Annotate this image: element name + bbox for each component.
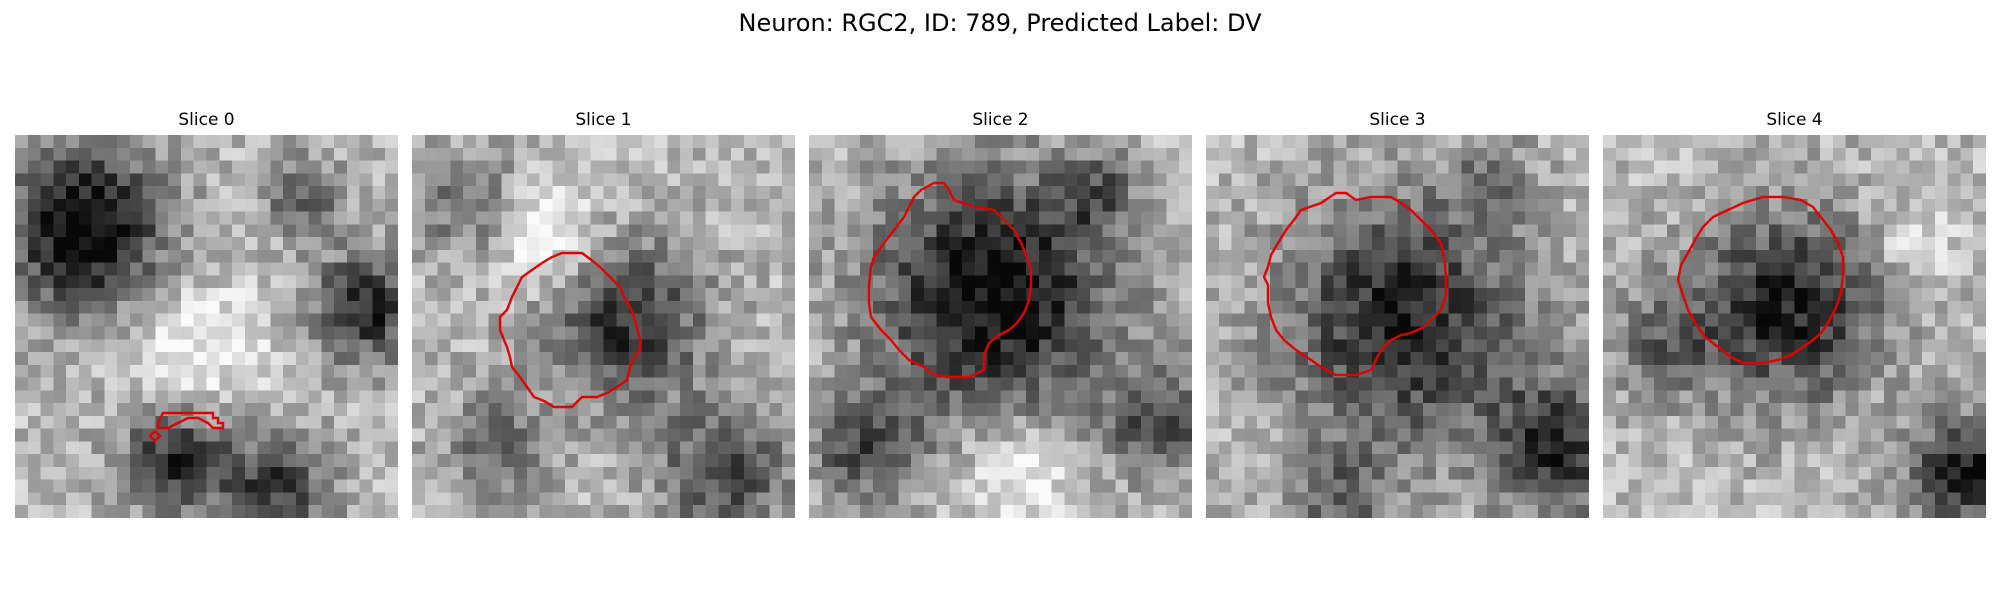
- slice-title: Slice 3: [1369, 110, 1426, 130]
- slice-panel-3: Slice 3: [1206, 110, 1589, 520]
- segmentation-contour: [1676, 195, 1845, 365]
- segmentation-contour: [498, 251, 642, 409]
- slice-panel-0: Slice 0: [15, 110, 398, 520]
- slice-image: [809, 135, 1192, 518]
- slice-image: [15, 135, 398, 518]
- slice-image: [1206, 135, 1589, 518]
- slice-title: Slice 4: [1766, 110, 1823, 130]
- slice-title: Slice 2: [972, 110, 1029, 130]
- segmentation-contour: [867, 181, 1033, 379]
- slice-image: [412, 135, 795, 518]
- segmentation-contour: [1262, 191, 1448, 377]
- slice-panel-1: Slice 1: [412, 110, 795, 520]
- segmentation-contour: [148, 411, 225, 443]
- slice-panel-2: Slice 2: [809, 110, 1192, 520]
- slice-panel-4: Slice 4: [1603, 110, 1986, 520]
- slice-title: Slice 0: [178, 110, 235, 130]
- figure-title: Neuron: RGC2, ID: 789, Predicted Label: …: [738, 9, 1262, 37]
- slice-title: Slice 1: [575, 110, 632, 130]
